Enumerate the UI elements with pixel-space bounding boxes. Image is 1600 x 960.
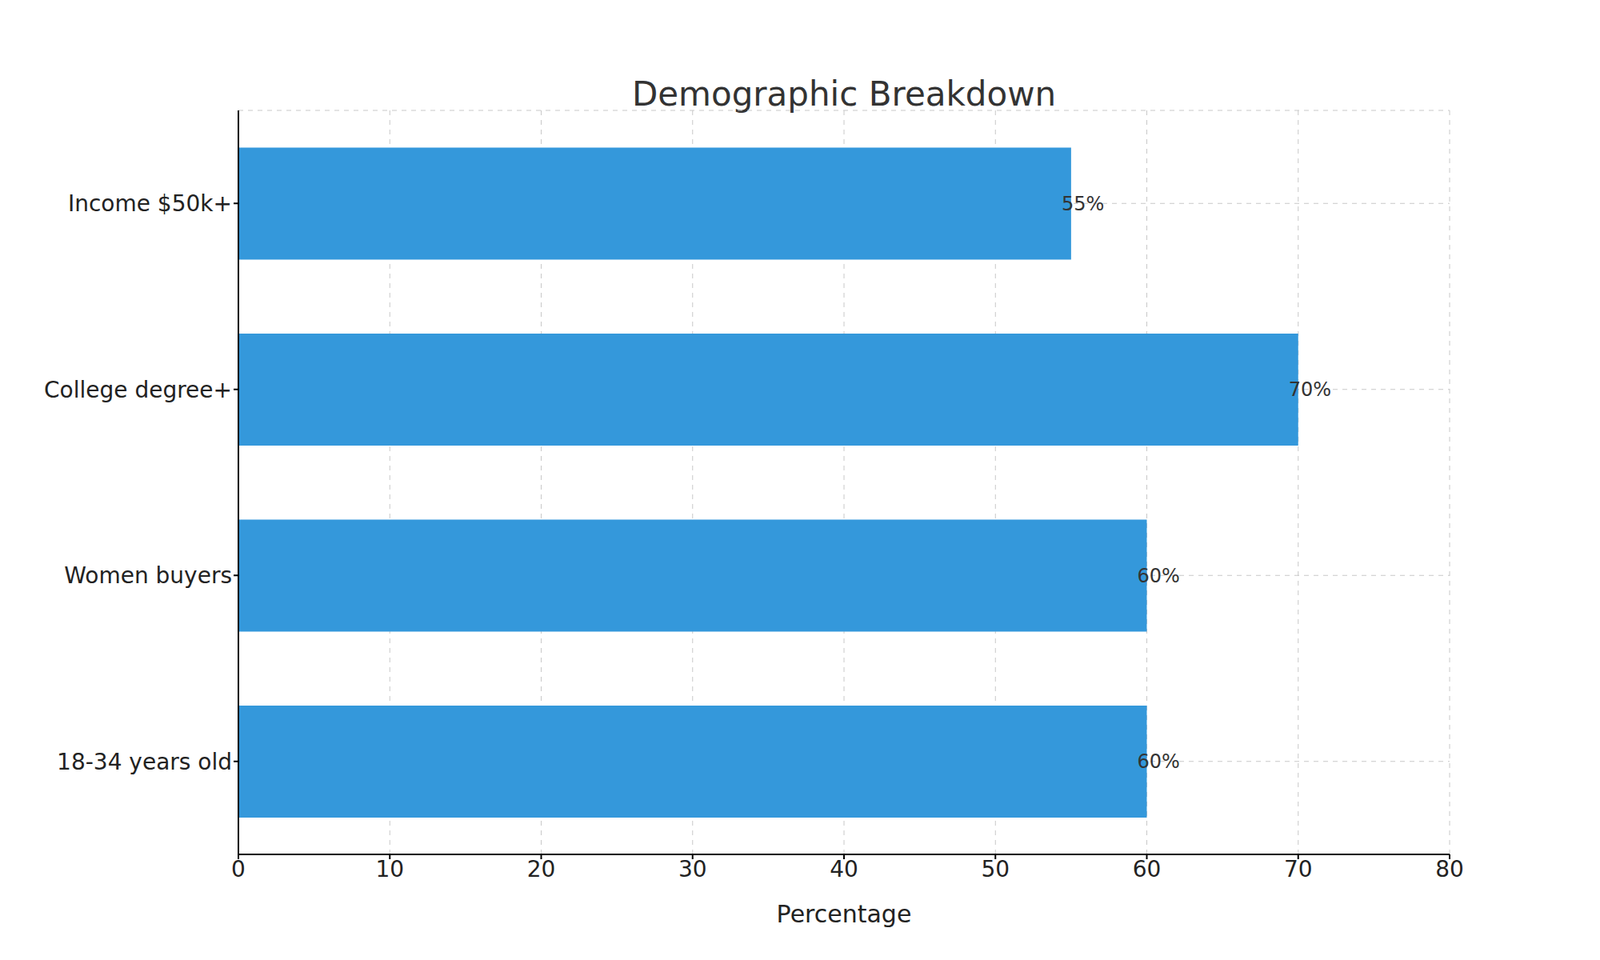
svg-text:Percentage: Percentage xyxy=(776,900,912,928)
html-text:Demographic Breakdown: Demographic Breakdown xyxy=(631,74,1057,114)
svg-text:60: 60 xyxy=(1132,856,1162,883)
svg-text:55%: 55% xyxy=(1061,192,1104,216)
svg-text:10: 10 xyxy=(375,856,404,883)
svg-text:70: 70 xyxy=(1284,856,1313,883)
svg-text:70%: 70% xyxy=(1288,378,1332,401)
svg-text:60%: 60% xyxy=(1137,750,1180,773)
svg-text:80: 80 xyxy=(1435,856,1464,883)
svg-text:50: 50 xyxy=(980,856,1010,883)
svg-text:18-34 years old: 18-34 years old xyxy=(56,748,232,776)
svg-text:40: 40 xyxy=(829,856,859,883)
svg-text:20: 20 xyxy=(527,856,556,883)
svg-text:Income $50k+: Income $50k+ xyxy=(68,190,232,217)
svg-text:0: 0 xyxy=(231,856,246,883)
svg-text:30: 30 xyxy=(678,856,708,883)
svg-text:College degree+: College degree+ xyxy=(44,376,232,404)
svg-text:60%: 60% xyxy=(1137,564,1180,588)
svg-text:Women buyers: Women buyers xyxy=(64,562,232,589)
